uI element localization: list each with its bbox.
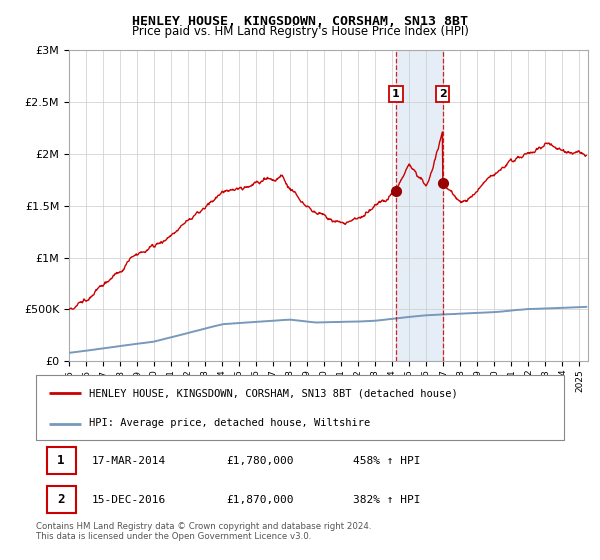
Text: 17-MAR-2014: 17-MAR-2014 — [91, 455, 166, 465]
Text: 1: 1 — [392, 89, 400, 99]
Text: Price paid vs. HM Land Registry's House Price Index (HPI): Price paid vs. HM Land Registry's House … — [131, 25, 469, 38]
Text: 15-DEC-2016: 15-DEC-2016 — [91, 495, 166, 505]
Bar — [396, 50, 443, 361]
Text: 382% ↑ HPI: 382% ↑ HPI — [353, 495, 420, 505]
Text: 1: 1 — [58, 454, 65, 467]
Text: 2: 2 — [58, 493, 65, 506]
FancyBboxPatch shape — [47, 447, 76, 474]
Text: HENLEY HOUSE, KINGSDOWN, CORSHAM, SN13 8BT: HENLEY HOUSE, KINGSDOWN, CORSHAM, SN13 8… — [132, 15, 468, 27]
Text: HENLEY HOUSE, KINGSDOWN, CORSHAM, SN13 8BT (detached house): HENLEY HOUSE, KINGSDOWN, CORSHAM, SN13 8… — [89, 388, 458, 398]
FancyBboxPatch shape — [47, 486, 76, 514]
Text: 2: 2 — [439, 89, 446, 99]
Text: £1,780,000: £1,780,000 — [226, 455, 293, 465]
FancyBboxPatch shape — [36, 375, 564, 440]
Text: £1,870,000: £1,870,000 — [226, 495, 293, 505]
Text: 458% ↑ HPI: 458% ↑ HPI — [353, 455, 420, 465]
Text: Contains HM Land Registry data © Crown copyright and database right 2024.
This d: Contains HM Land Registry data © Crown c… — [36, 522, 371, 542]
Text: HPI: Average price, detached house, Wiltshire: HPI: Average price, detached house, Wilt… — [89, 418, 370, 428]
